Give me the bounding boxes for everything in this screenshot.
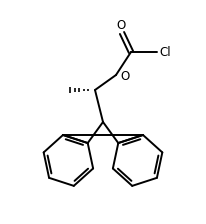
Text: Cl: Cl — [159, 45, 171, 58]
Text: O: O — [120, 69, 129, 82]
Text: O: O — [116, 19, 126, 32]
